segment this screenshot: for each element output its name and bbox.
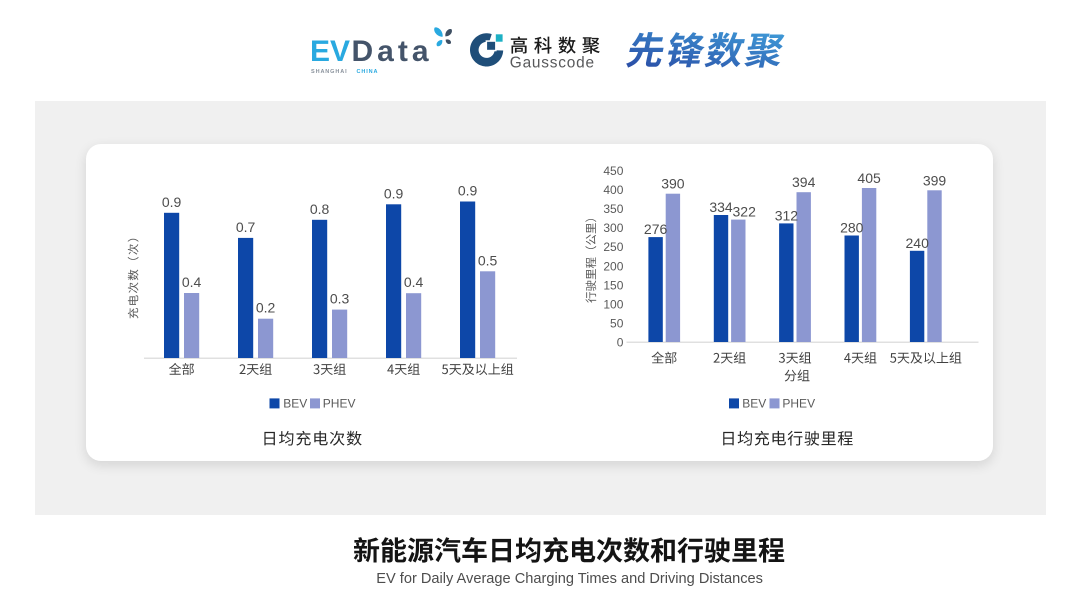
svg-text:334: 334 [709, 199, 733, 215]
svg-text:0.4: 0.4 [182, 274, 202, 290]
svg-text:200: 200 [603, 259, 623, 273]
svg-text:240: 240 [906, 235, 930, 251]
svg-text:EV: EV [310, 35, 350, 68]
svg-text:405: 405 [857, 170, 881, 186]
svg-text:450: 450 [603, 164, 623, 178]
svg-text:0.9: 0.9 [384, 185, 404, 201]
svg-text:0.5: 0.5 [478, 252, 498, 268]
svg-text:300: 300 [603, 221, 623, 235]
svg-text:394: 394 [792, 174, 816, 190]
svg-text:0.3: 0.3 [330, 291, 350, 307]
svg-text:0.9: 0.9 [162, 194, 182, 210]
svg-text:0.2: 0.2 [256, 300, 276, 316]
svg-text:250: 250 [603, 240, 623, 254]
svg-text:400: 400 [603, 183, 623, 197]
svg-text:0.8: 0.8 [310, 201, 330, 217]
svg-text:PHEV: PHEV [782, 396, 815, 410]
svg-text:BEV: BEV [742, 396, 766, 410]
svg-text:390: 390 [661, 176, 685, 192]
svg-text:280: 280 [840, 220, 864, 236]
svg-text:BEV: BEV [283, 396, 307, 410]
svg-text:0.4: 0.4 [404, 274, 424, 290]
svg-text:Gausscode: Gausscode [510, 55, 595, 72]
svg-text:Data: Data [352, 35, 433, 68]
svg-text:322: 322 [733, 204, 757, 220]
svg-text:0.9: 0.9 [458, 183, 478, 199]
svg-text:50: 50 [610, 316, 624, 330]
svg-text:CHINA: CHINA [357, 69, 379, 75]
svg-text:312: 312 [775, 207, 799, 223]
svg-text:EV for Daily Average Charging: EV for Daily Average Charging Times and … [376, 571, 763, 587]
svg-text:150: 150 [603, 278, 623, 292]
svg-text:0: 0 [617, 335, 624, 349]
svg-text:276: 276 [644, 221, 668, 237]
svg-text:0.7: 0.7 [236, 219, 256, 235]
svg-text:SHANGHAI: SHANGHAI [311, 69, 348, 75]
svg-text:PHEV: PHEV [323, 396, 356, 410]
svg-text:350: 350 [603, 202, 623, 216]
svg-text:399: 399 [923, 172, 947, 188]
svg-text:100: 100 [603, 297, 623, 311]
